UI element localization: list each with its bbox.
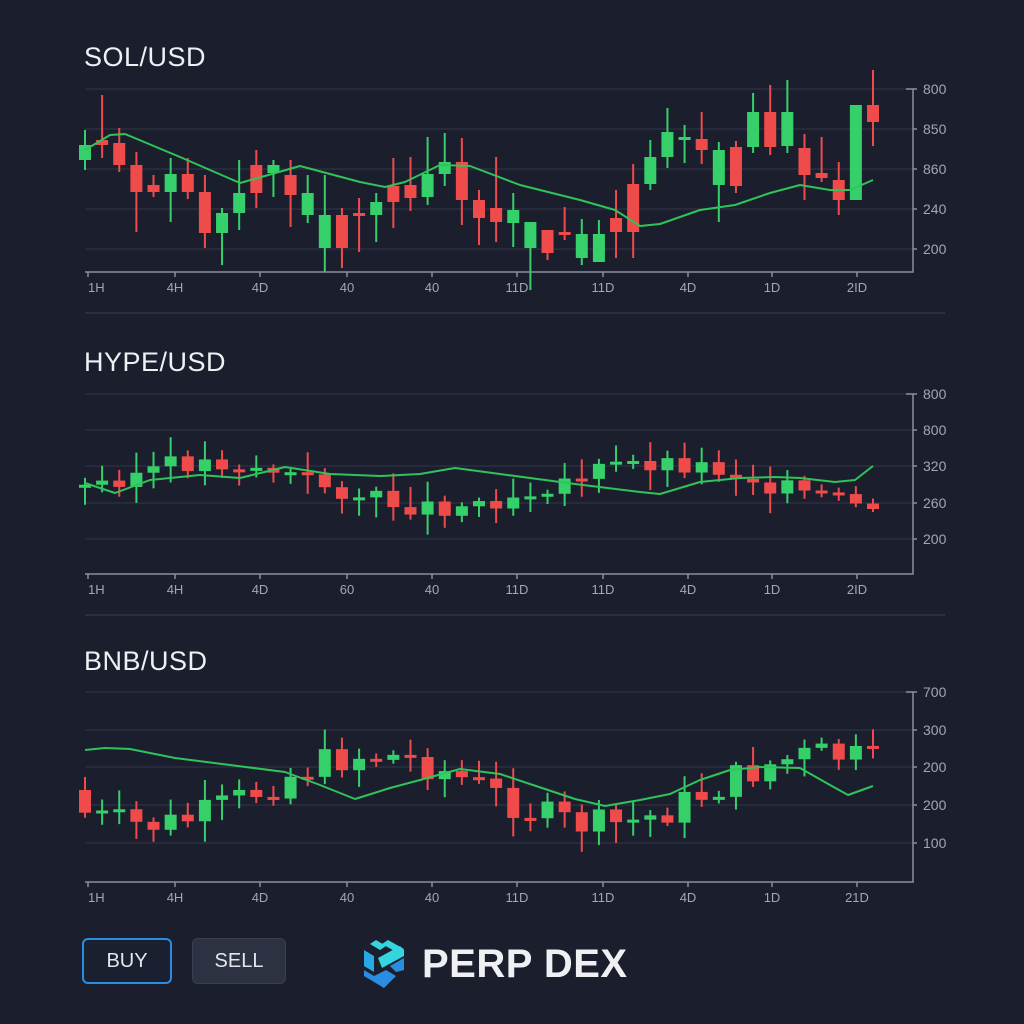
svg-text:1H: 1H <box>88 280 105 295</box>
svg-text:4D: 4D <box>252 890 269 905</box>
svg-text:1H: 1H <box>88 890 105 905</box>
svg-text:800: 800 <box>923 81 947 97</box>
svg-text:40: 40 <box>340 280 354 295</box>
svg-text:11D: 11D <box>506 890 529 905</box>
svg-text:200: 200 <box>923 531 947 547</box>
svg-text:240: 240 <box>923 201 947 217</box>
svg-text:11D: 11D <box>506 280 529 295</box>
svg-text:21D: 21D <box>845 890 869 905</box>
svg-text:800: 800 <box>923 422 947 438</box>
chart-title-bnb: BNB/USD <box>84 646 208 676</box>
chart-panel-hype: HYPE/USD <box>84 347 227 377</box>
svg-text:2ID: 2ID <box>847 280 867 295</box>
svg-text:4D: 4D <box>680 280 697 295</box>
chart-panel-bnb: BNB/USD <box>84 646 208 676</box>
svg-text:200: 200 <box>923 759 947 775</box>
svg-text:40: 40 <box>425 280 439 295</box>
chart-title-sol: SOL/USD <box>84 42 207 72</box>
footer-bar: BUY SELL PERP DEX <box>0 930 1024 1000</box>
svg-text:4H: 4H <box>167 890 184 905</box>
sell-button[interactable]: SELL <box>192 938 286 984</box>
svg-text:4D: 4D <box>680 582 697 597</box>
panel-divider <box>85 312 945 314</box>
svg-text:4D: 4D <box>252 582 269 597</box>
svg-text:2ID: 2ID <box>847 582 867 597</box>
hexagon-cube-logo-icon <box>364 940 404 988</box>
svg-text:1H: 1H <box>88 582 105 597</box>
svg-text:860: 860 <box>923 161 947 177</box>
svg-text:300: 300 <box>923 722 947 738</box>
svg-text:40: 40 <box>425 890 439 905</box>
brand-logo: PERP DEX <box>360 936 628 992</box>
svg-text:40: 40 <box>425 582 439 597</box>
chart-title-hype: HYPE/USD <box>84 347 227 377</box>
svg-text:4D: 4D <box>252 280 269 295</box>
svg-text:260: 260 <box>923 495 947 511</box>
svg-text:200: 200 <box>923 797 947 813</box>
svg-text:700: 700 <box>923 684 947 700</box>
svg-text:800: 800 <box>923 386 947 402</box>
svg-text:11D: 11D <box>592 280 615 295</box>
svg-text:320: 320 <box>923 458 947 474</box>
svg-text:200: 200 <box>923 241 947 257</box>
svg-text:1D: 1D <box>764 280 781 295</box>
chart-2: 700 300 200 200 100 1H 4H 4D 40 40 11D 11D 4D 1D 21D <box>79 684 947 905</box>
svg-text:11D: 11D <box>592 890 615 905</box>
chart-1: 800 800 320 260 200 1H 4H 4D 60 40 11D 11D 4D 1D 2ID <box>79 386 947 597</box>
svg-text:4D: 4D <box>680 890 697 905</box>
buy-button[interactable]: BUY <box>82 938 172 984</box>
svg-text:60: 60 <box>340 582 354 597</box>
svg-text:4H: 4H <box>167 280 184 295</box>
svg-text:11D: 11D <box>592 582 615 597</box>
svg-text:1D: 1D <box>764 890 781 905</box>
panel-divider <box>85 614 945 616</box>
svg-text:40: 40 <box>340 890 354 905</box>
brand-name: PERP DEX <box>422 941 628 986</box>
svg-text:11D: 11D <box>506 582 529 597</box>
svg-text:850: 850 <box>923 121 947 137</box>
svg-text:4H: 4H <box>167 582 184 597</box>
chart-0: 800 850 860 240 200 1H 4H 4D 40 40 11D 11D 4D 1D 2ID <box>79 70 947 295</box>
chart-panel-sol: SOL/USD <box>0 0 1024 320</box>
svg-text:1D: 1D <box>764 582 781 597</box>
svg-text:100: 100 <box>923 835 947 851</box>
